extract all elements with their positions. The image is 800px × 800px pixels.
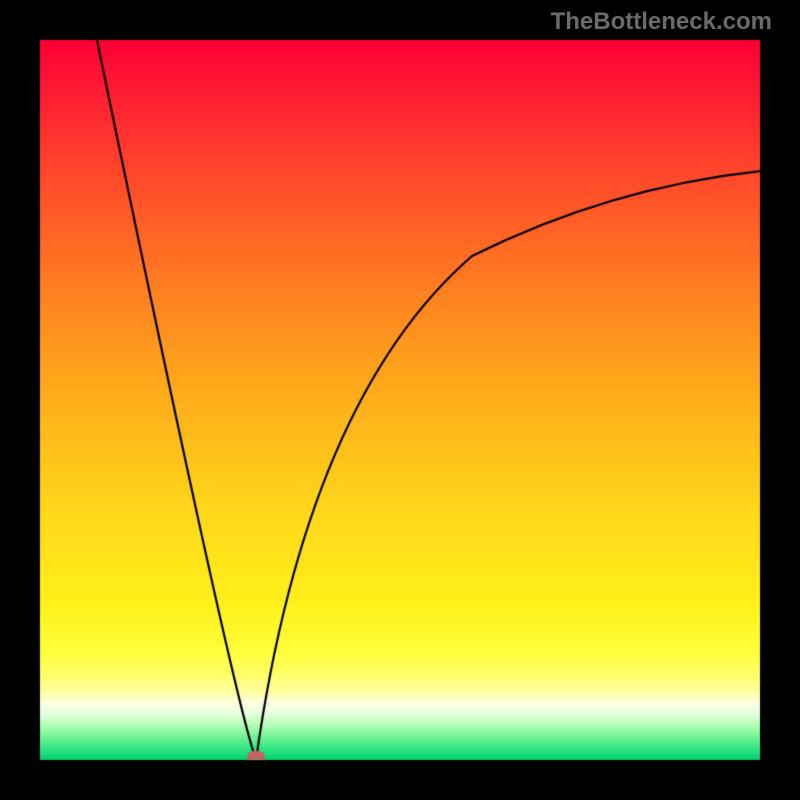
bottleneck-curve (0, 0, 800, 800)
chart-stage: TheBottleneck.com (0, 0, 800, 800)
watermark-text: TheBottleneck.com (551, 8, 772, 36)
